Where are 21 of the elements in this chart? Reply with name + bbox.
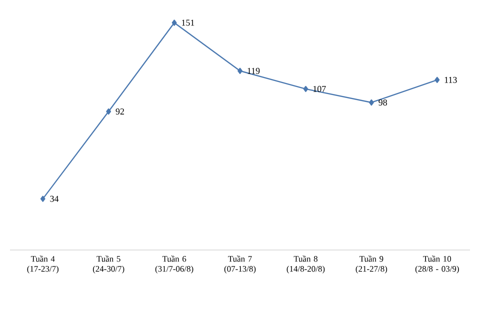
point <box>238 68 242 74</box>
x-tick-label: Tuần 9 (21-27/8) <box>356 256 388 274</box>
point <box>172 20 177 26</box>
data-label: 98 <box>378 99 387 106</box>
x-tick-label: Tuần 5 (24-30/7) <box>92 256 124 274</box>
data-label: 107 <box>313 86 326 92</box>
x-tick-label: Tuần 6 (31/7-06/8) <box>155 256 194 274</box>
point <box>368 99 374 106</box>
data-label: 92 <box>116 108 124 115</box>
data-label: 151 <box>182 20 194 26</box>
point <box>40 196 46 202</box>
point <box>106 108 112 115</box>
data-label: 113 <box>444 76 457 83</box>
data-label: 34 <box>50 196 59 202</box>
x-tick-label: Tuần 8 (14/8-20/8) <box>286 256 325 274</box>
x-tick-label: Tuần 10 (28/8 - 03/9) <box>415 256 459 274</box>
point <box>434 76 440 84</box>
x-tick-label: Tuần 7 (07-13/8) <box>224 256 256 274</box>
data-label: 119 <box>248 68 260 74</box>
x-tick-label: Tuần 4 (17-23/7) <box>27 256 58 274</box>
point <box>303 86 308 92</box>
